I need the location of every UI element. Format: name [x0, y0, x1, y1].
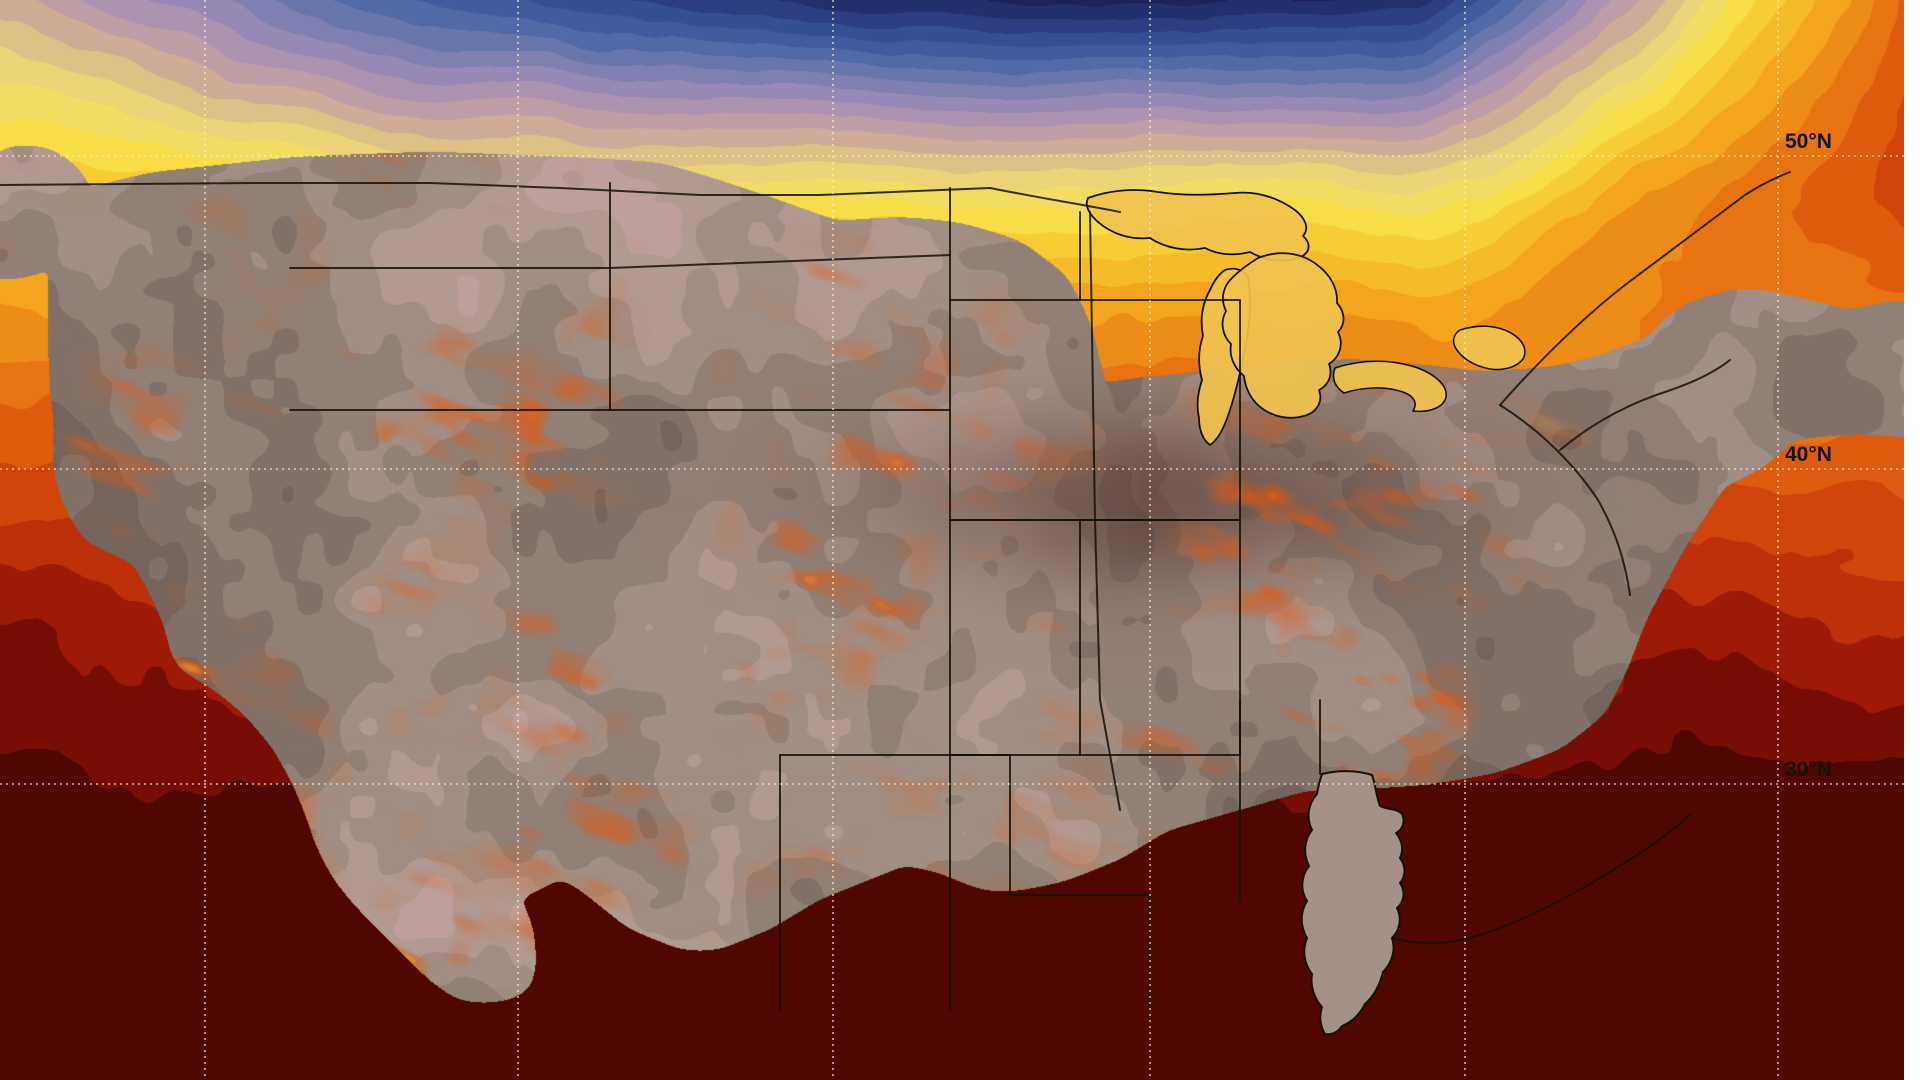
svg-text:30°N: 30°N	[1785, 758, 1832, 781]
svg-text:50°N: 50°N	[1785, 130, 1832, 153]
svg-text:40°N: 40°N	[1785, 443, 1832, 466]
